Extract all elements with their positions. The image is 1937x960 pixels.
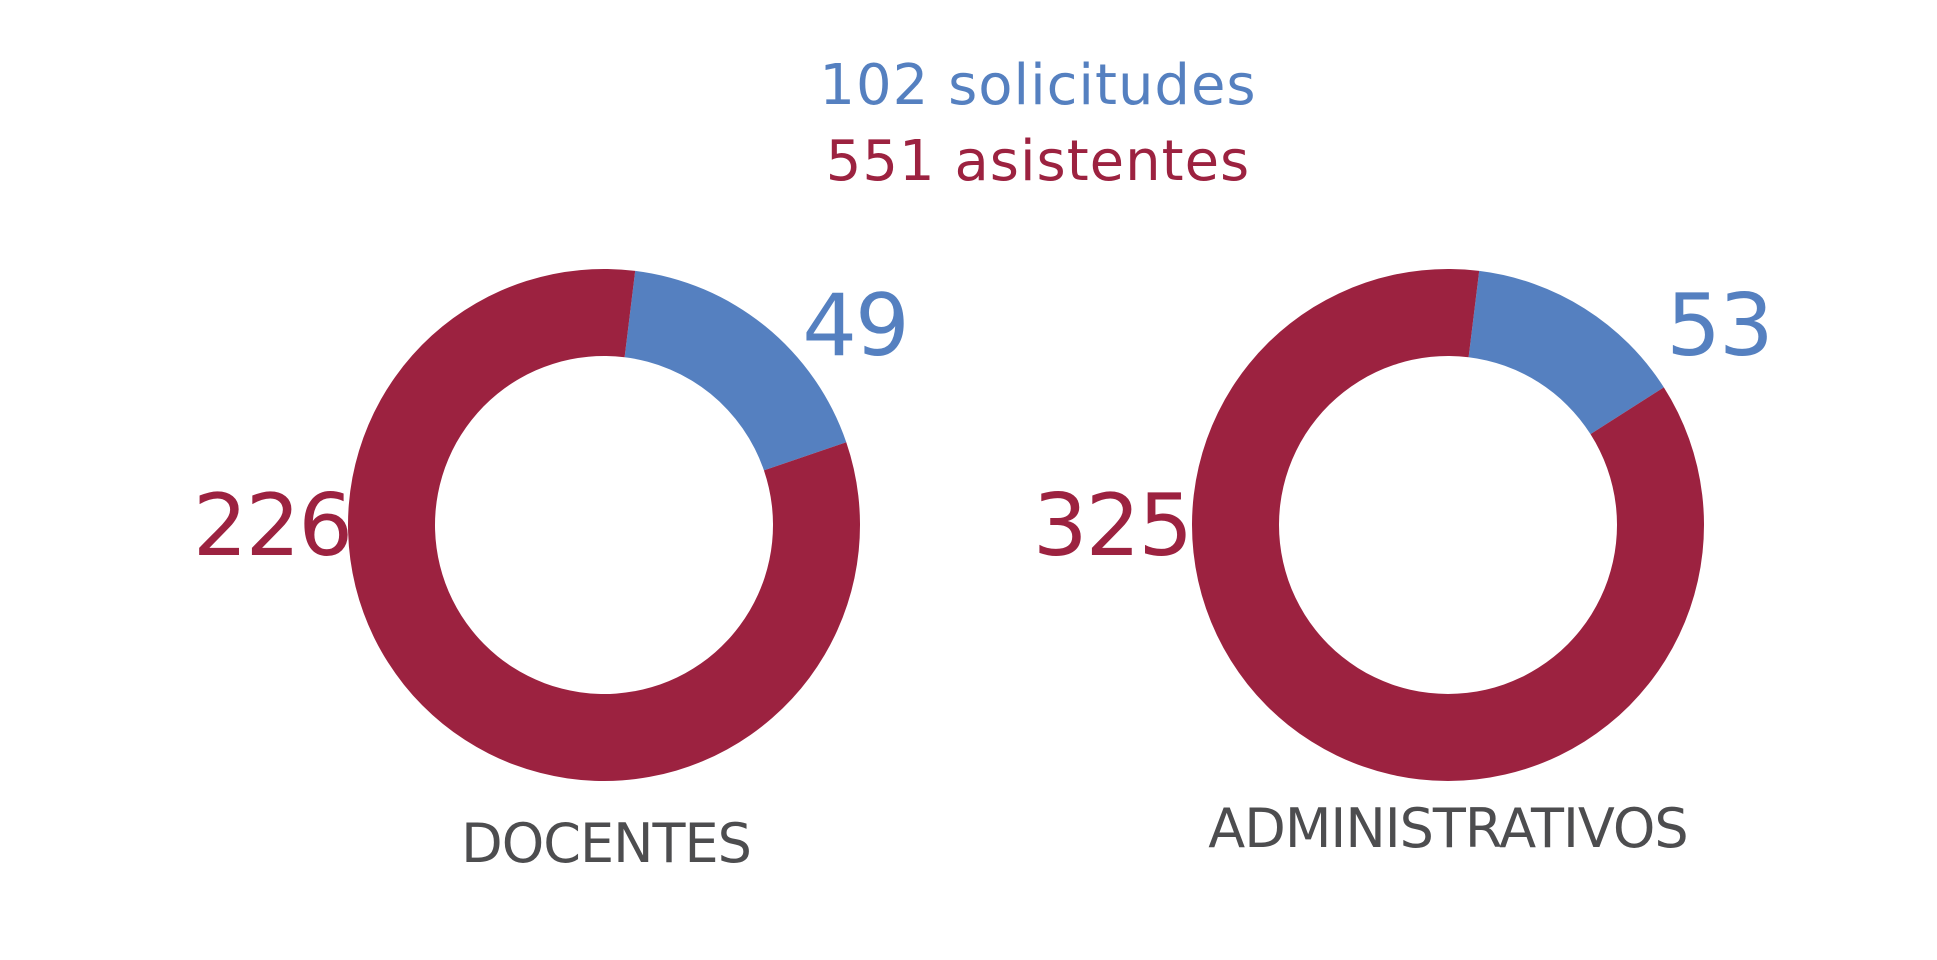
docentes-asistentes-value-label: 226: [193, 476, 351, 576]
docentes-asistentes-slice: [348, 268, 860, 781]
administrativos-category-label: ADMINISTRATIVOS: [1208, 797, 1687, 860]
administrativos-solicitudes-slice: [1468, 270, 1664, 435]
header-asistentes-total: 551 asistentes: [826, 129, 1250, 194]
administrativos-asistentes-value-label: 325: [1033, 476, 1191, 576]
docentes-category-label: DOCENTES: [461, 812, 751, 875]
header-solicitudes-total: 102 solicitudes: [819, 53, 1256, 118]
docentes-solicitudes-value-label: 49: [802, 276, 907, 376]
docentes-solicitudes-slice: [624, 270, 847, 471]
administrativos-asistentes-slice: [1192, 269, 1705, 781]
administrativos-solicitudes-value-label: 53: [1666, 276, 1771, 376]
donut-charts-group: 49 226 DOCENTES 53 325 ADMINISTRATIVOS: [193, 268, 1774, 875]
